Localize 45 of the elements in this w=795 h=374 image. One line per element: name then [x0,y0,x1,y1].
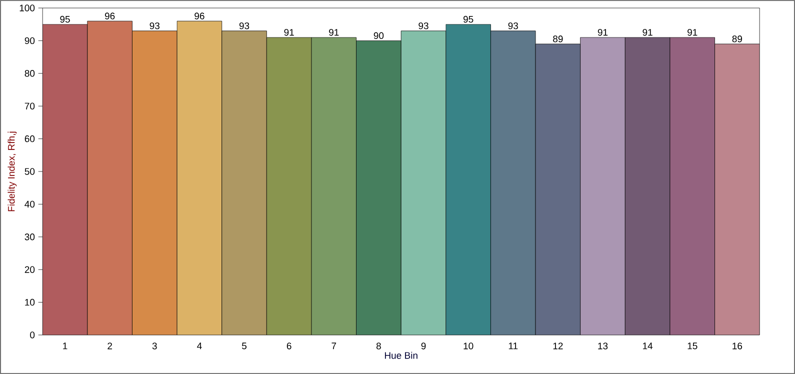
y-tick-label: 90 [24,37,35,44]
x-axis-title: Hue Bin [384,352,418,359]
data-label: 91 [688,28,698,36]
data-label: 93 [418,22,428,30]
data-label: 95 [60,16,70,23]
y-tick-label: 70 [24,102,35,110]
y-tick-label: 80 [24,70,35,77]
data-label: 91 [598,28,608,36]
y-tick-label: 40 [24,200,35,208]
data-label: 93 [508,22,518,30]
x-tick-label: 15 [688,342,698,350]
y-tick-label: 30 [24,234,35,240]
x-tick-label: 4 [197,342,202,350]
data-label: 93 [150,22,160,30]
data-label: 90 [374,32,384,39]
data-label: 96 [194,12,204,20]
y-tick-label: 10 [25,298,35,306]
x-tick-label: 7 [332,342,336,350]
x-tick-label: 1 [63,342,68,350]
x-tick-label: 5 [242,342,247,350]
x-tick-label: 10 [464,342,474,350]
data-label: 89 [553,36,563,42]
x-tick-label: 2 [108,342,112,350]
y-tick-label: 20 [24,266,35,273]
data-label: 91 [284,28,294,36]
y-axis-title: Fidelity Index, Rfh,j [8,132,17,212]
data-label: 95 [463,16,474,23]
x-tick-label: 6 [286,342,292,350]
y-tick-label: 60 [24,135,35,142]
data-label: 93 [239,22,250,30]
x-tick-label: 12 [553,342,563,350]
x-tick-label: 16 [732,342,742,350]
x-tick-label: 14 [643,342,653,350]
x-tick-label: 13 [598,342,608,350]
data-label: 89 [732,36,742,42]
x-tick-label: 8 [376,342,381,350]
x-tick-label: 11 [508,342,518,350]
data-label: 96 [104,12,115,20]
x-tick-label: 3 [152,342,157,350]
y-tick-label: 50 [24,168,35,175]
y-tick-label: 0 [30,332,35,338]
data-label: 91 [642,28,652,36]
y-tick-label: 100 [20,4,35,12]
x-tick-label: 9 [421,342,426,350]
data-label: 91 [329,28,339,36]
